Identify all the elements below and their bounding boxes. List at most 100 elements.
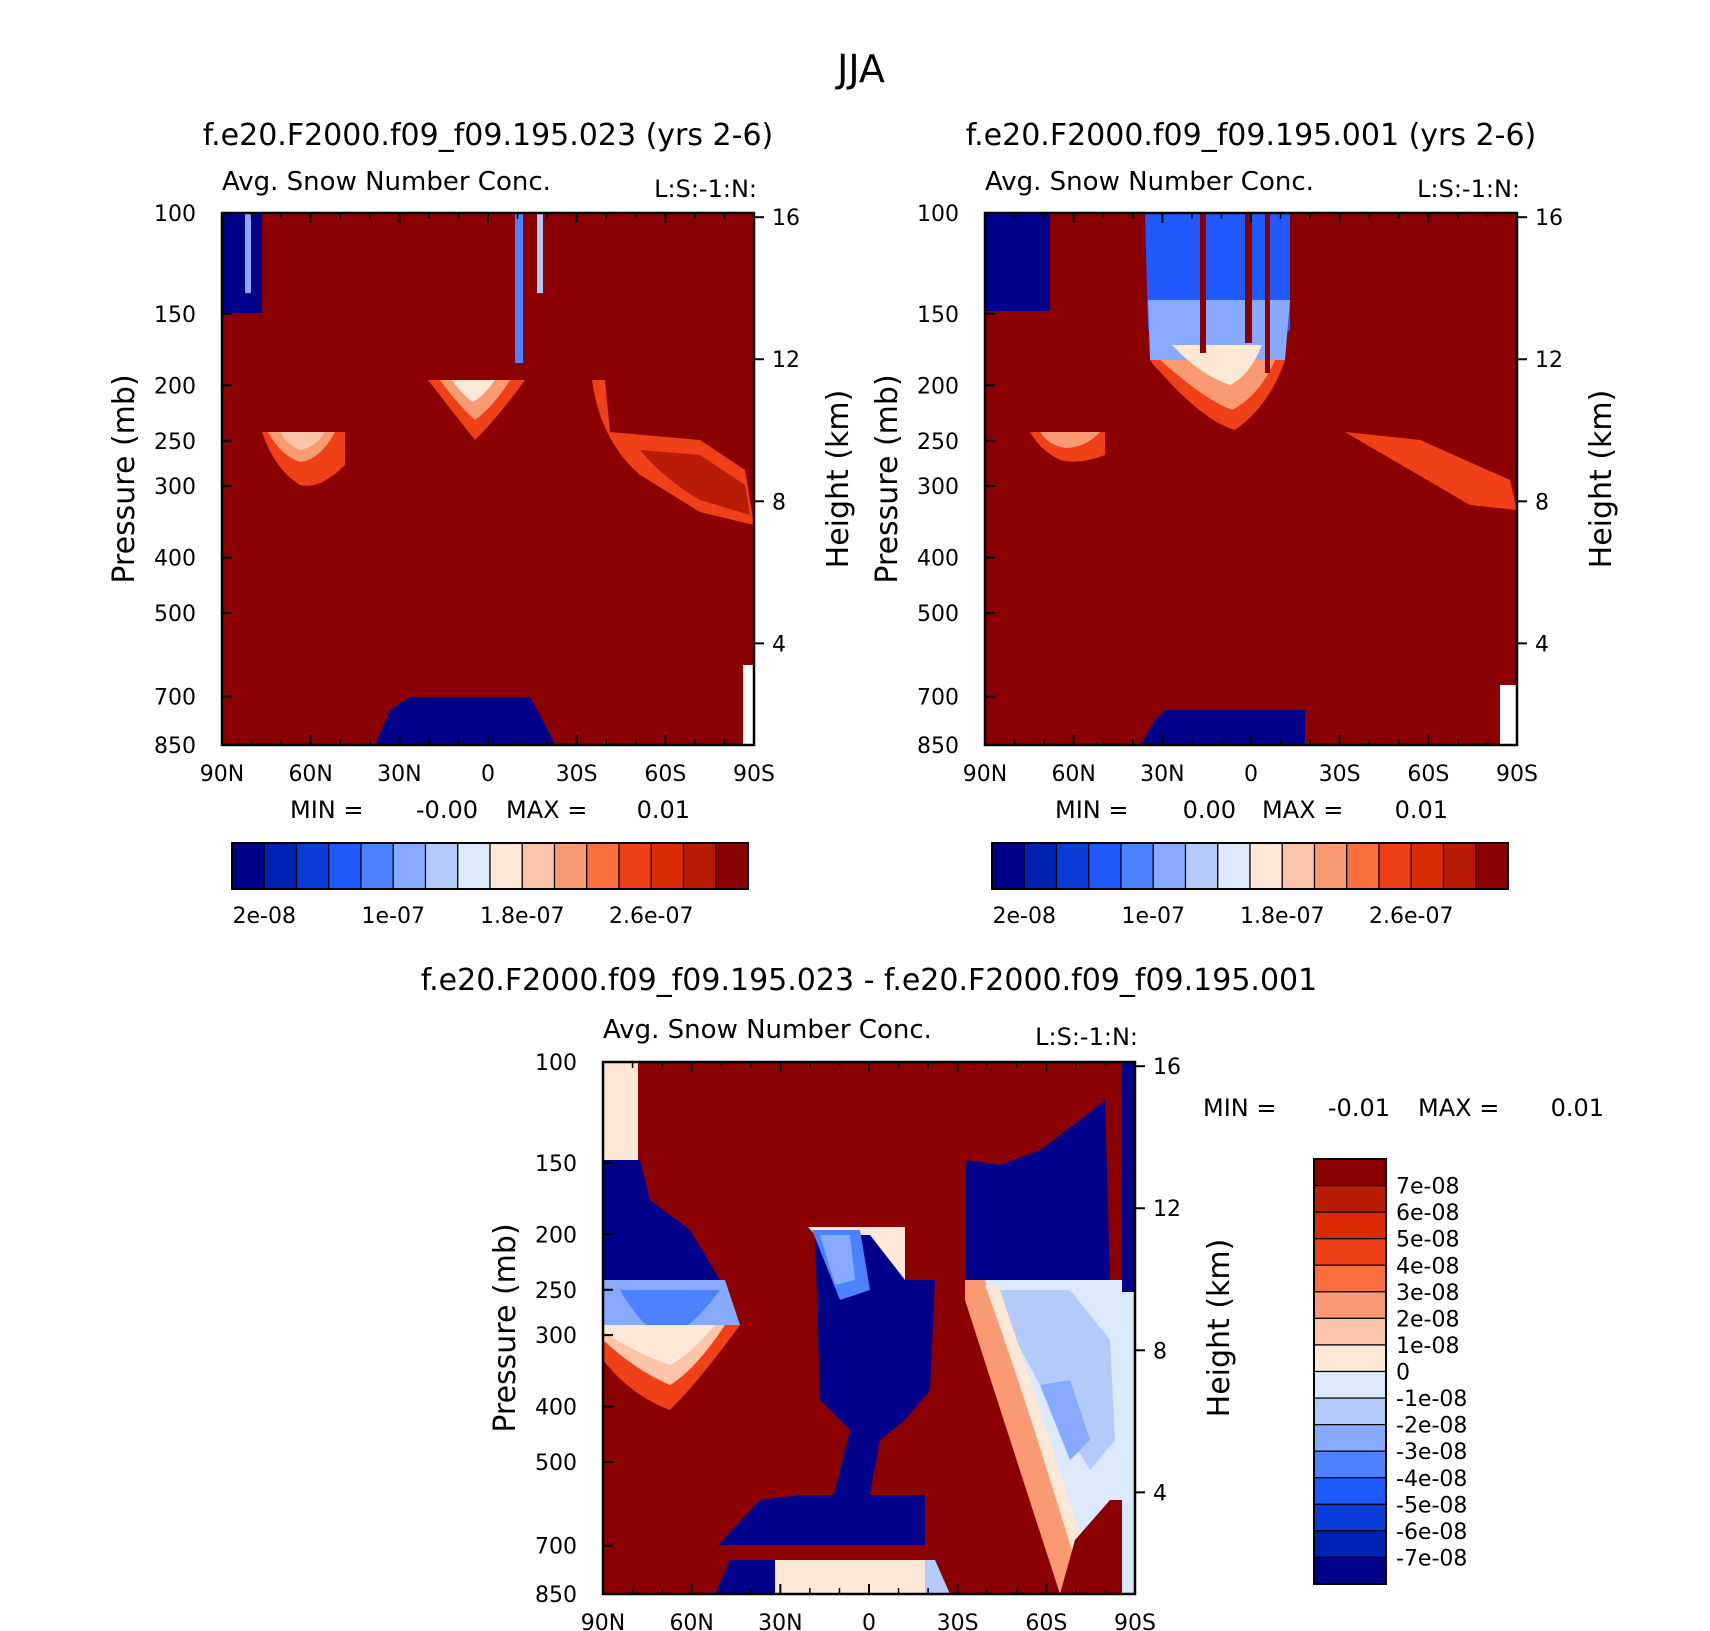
colorbar-label: 0 xyxy=(1396,1361,1410,1386)
colorbar-swatch xyxy=(1184,842,1219,890)
region-surface-lightblue xyxy=(925,1560,950,1594)
colorbar-swatch xyxy=(650,842,685,890)
y2-tick-label: 16 xyxy=(1153,1055,1181,1080)
colorbar-label: -4e-08 xyxy=(1396,1467,1467,1492)
max-value: 0.01 xyxy=(637,796,690,824)
y-tick-label: 200 xyxy=(535,1223,577,1248)
region-north-anvil-2 xyxy=(1040,432,1100,448)
x-tick-label: 90S xyxy=(1114,1611,1156,1631)
colorbar-label: 5e-08 xyxy=(1396,1228,1459,1253)
y2-tick-label: 4 xyxy=(772,632,786,657)
y2-tick-label: 4 xyxy=(1153,1481,1167,1506)
x-tick-label: 30N xyxy=(377,762,421,787)
panel-right: f.e20.F2000.f09_f09.195.001 (yrs 2-6) Av… xyxy=(870,118,1619,929)
x-tick-label: 0 xyxy=(1244,762,1258,787)
y-tick-label: 500 xyxy=(917,602,959,627)
colorbar: 2e-08 1e-07 1.8e-07 2.6e-07 xyxy=(231,842,749,929)
colorbar-swatch xyxy=(1378,842,1412,890)
region-tropical-blue-column xyxy=(815,1235,935,1520)
y-tick-label: 850 xyxy=(154,734,196,759)
colorbar-label: -1e-08 xyxy=(1396,1387,1467,1412)
colorbar-label: 1e-07 xyxy=(362,904,425,929)
colorbar-swatch xyxy=(1313,1424,1387,1452)
colorbar: 2e-08 1e-07 1.8e-07 2.6e-07 xyxy=(991,842,1509,929)
colorbar-swatch xyxy=(1313,842,1348,890)
colorbar-swatch xyxy=(1313,1184,1387,1213)
max-value: 0.01 xyxy=(1551,1094,1604,1122)
min-value: -0.01 xyxy=(1328,1094,1390,1122)
y-tick-label: 250 xyxy=(535,1279,577,1304)
y-tick-label: 200 xyxy=(154,374,196,399)
x-tick-label: 60N xyxy=(1051,762,1095,787)
colorbar-swatch xyxy=(586,842,620,890)
colorbar-label: 1.8e-07 xyxy=(1240,904,1324,929)
region-right-diag-band-2 xyxy=(985,1285,1098,1594)
y-tick-label: 150 xyxy=(917,303,959,328)
y2-tick-label: 12 xyxy=(1153,1197,1181,1222)
panel-title: f.e20.F2000.f09_f09.195.023 (yrs 2-6) xyxy=(203,118,773,153)
colorbar-swatch xyxy=(1217,842,1251,890)
colorbar-swatch xyxy=(1313,1556,1387,1585)
panel-difference: f.e20.F2000.f09_f09.195.023 - f.e20.F200… xyxy=(421,963,1604,1631)
region-lower-blue-band xyxy=(718,1495,925,1545)
colorbar-swatch xyxy=(1313,1370,1387,1399)
region-right-diag-band xyxy=(965,1280,1085,1594)
x-tick-label: 30N xyxy=(758,1611,802,1631)
x-tick-label: 30S xyxy=(1319,762,1361,787)
y-tick-label: 700 xyxy=(917,686,959,711)
colorbar-swatch xyxy=(231,842,265,890)
panel-subtitle: Avg. Snow Number Conc. xyxy=(222,167,551,197)
y2-axis-label: Height (km) xyxy=(821,390,856,569)
colorbar-label: -7e-08 xyxy=(1396,1546,1467,1571)
x-tick-label: 60S xyxy=(1025,1611,1067,1631)
panel-subtitle: Avg. Snow Number Conc. xyxy=(985,167,1314,197)
colorbar-label: -6e-08 xyxy=(1396,1520,1467,1545)
y2-ticks: 16 12 8 4 xyxy=(754,206,800,657)
region-tropical-mid xyxy=(820,1235,855,1285)
colorbar-label: 6e-08 xyxy=(1396,1201,1459,1226)
colorbar-label: -5e-08 xyxy=(1396,1493,1467,1518)
region-tropical-cone-2 xyxy=(1160,360,1275,410)
colorbar-swatch xyxy=(1313,1158,1387,1187)
colorbar-swatch xyxy=(1313,1530,1387,1559)
region-surface-blue-left xyxy=(715,1560,775,1594)
colorbar-label: 2e-08 xyxy=(993,904,1056,929)
page-title: JJA xyxy=(835,47,885,91)
colorbar-swatch xyxy=(553,842,588,890)
colorbar-swatch xyxy=(682,842,717,890)
region-dark-streak-3 xyxy=(1265,213,1270,373)
colorbar-swatch xyxy=(1313,1211,1387,1240)
colorbar-swatch xyxy=(1088,842,1122,890)
y-tick-label: 700 xyxy=(154,686,196,711)
colorbar-swatch xyxy=(1475,842,1509,890)
y-axis-label: Pressure (mb) xyxy=(870,374,905,583)
region-upper-right-blue xyxy=(965,1100,1110,1280)
y2-tick-label: 16 xyxy=(772,206,800,231)
colorbar-swatch xyxy=(1249,842,1283,890)
y-tick-label: 300 xyxy=(535,1324,577,1349)
y-tick-label: 150 xyxy=(154,303,196,328)
x-tick-label: 0 xyxy=(481,762,495,787)
y-tick-label: 850 xyxy=(917,734,959,759)
y-tick-label: 100 xyxy=(535,1051,577,1076)
region-upper-left-block xyxy=(985,213,1050,311)
colorbar-swatch xyxy=(1442,842,1477,890)
x-tick-label: 90N xyxy=(963,762,1007,787)
panel-title: f.e20.F2000.f09_f09.195.023 - f.e20.F200… xyxy=(421,963,1317,998)
x-tick-label: 30S xyxy=(937,1611,979,1631)
y-axis-label: Pressure (mb) xyxy=(107,374,142,583)
region-south-pole-gap xyxy=(1500,685,1517,745)
x-tick-label: 30N xyxy=(1140,762,1184,787)
y2-tick-label: 16 xyxy=(1535,206,1563,231)
min-label: MIN = xyxy=(290,796,363,824)
colorbar-swatch xyxy=(1313,1397,1387,1426)
y2-axis-label: Height (km) xyxy=(1584,390,1619,569)
colorbar-label: 4e-08 xyxy=(1396,1254,1459,1279)
colorbar-swatch xyxy=(521,842,556,890)
y-tick-label: 700 xyxy=(535,1535,577,1560)
colorbar-label: 3e-08 xyxy=(1396,1281,1459,1306)
x-tick-label: 90N xyxy=(581,1611,625,1631)
colorbar-swatch xyxy=(1055,842,1090,890)
panel-left: f.e20.F2000.f09_f09.195.023 (yrs 2-6) Av… xyxy=(107,118,856,929)
colorbar: 7e-086e-085e-084e-083e-082e-081e-080-1e-… xyxy=(1313,1158,1467,1585)
